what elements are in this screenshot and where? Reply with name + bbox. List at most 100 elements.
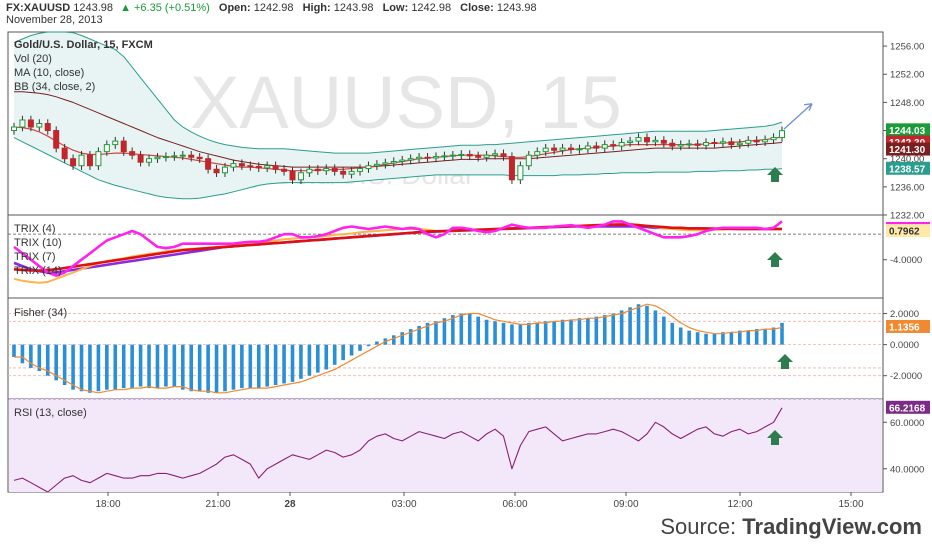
fisher-bar [332, 344, 337, 365]
price-pane[interactable]: XAUUSD, 15Gold/U.S. Dollar1232.001236.00… [11, 31, 931, 222]
fisher-bar [552, 321, 556, 345]
candle [357, 168, 364, 172]
fisher-bar [324, 344, 329, 370]
rsi-pane[interactable]: 60.0000 40.0000 RSI (13, close) 66.2168 [8, 398, 930, 493]
fisher-up-arrow-icon [777, 354, 793, 369]
candle [255, 165, 262, 169]
bb-middle-line [14, 91, 783, 168]
trix-axis-label: -4.0000 [890, 255, 922, 266]
trix-up-arrow-icon [767, 252, 783, 267]
candle [247, 165, 254, 168]
fisher-bar [189, 344, 194, 392]
candle [770, 137, 777, 141]
fisher-bar [164, 344, 168, 387]
fisher-bar [20, 344, 25, 364]
bb-lower-line [13, 137, 783, 200]
trix-pane[interactable]: -4.0000 TRIX (4) TRIX (10) TRIX (7) TRIX (14… [8, 220, 930, 284]
fisher-bar [12, 344, 16, 358]
fisher-bar [358, 344, 362, 351]
bb-upper-line [13, 31, 783, 154]
candle [762, 139, 769, 143]
candle [373, 163, 380, 167]
fisher-pane-title: Fisher (34) [14, 307, 67, 319]
fisher-bar [307, 344, 312, 376]
trix-legend-item: TRIX (4) [14, 223, 56, 235]
candle [517, 165, 524, 181]
candle [146, 158, 153, 163]
price-change: ▲ +6.35 (+0.51%) [120, 2, 210, 14]
fisher-bar [451, 315, 455, 345]
candle [483, 154, 490, 158]
fisher-bar [391, 335, 396, 345]
fisher-bar [197, 344, 202, 392]
fisher-bar [628, 307, 632, 345]
fisher-bar [704, 333, 708, 345]
fisher-bar [290, 344, 295, 382]
candle [44, 123, 51, 132]
price-tag: 1241.30 [889, 145, 926, 156]
bollinger-band-fill [14, 32, 782, 199]
candle [492, 153, 499, 156]
projection-arrowhead [803, 103, 813, 112]
candle [230, 163, 237, 168]
candle [179, 154, 186, 157]
trix-value-tag-bg [886, 224, 930, 238]
candle [458, 153, 465, 156]
fisher-bar [746, 330, 751, 345]
fisher-bar [417, 325, 421, 345]
fisher-bar [45, 344, 50, 376]
candle [221, 166, 228, 174]
candle [576, 148, 583, 151]
candle [264, 165, 271, 169]
fisher-bar [400, 332, 405, 345]
candle [382, 162, 389, 165]
trix-value-tag: 0.7962 [889, 227, 920, 238]
fisher-bar [721, 332, 725, 345]
fisher-trigger-line [14, 303, 783, 394]
candle [635, 137, 642, 142]
candle [475, 155, 482, 158]
candle [112, 140, 119, 146]
candle [95, 151, 102, 167]
candle [677, 144, 684, 147]
low-value: 1242.98 [411, 2, 452, 14]
candle [272, 165, 279, 170]
fisher-bar [256, 344, 261, 389]
high-label: High: [302, 2, 331, 14]
fisher-bar [518, 324, 523, 345]
candle [120, 140, 127, 153]
open-label: Open: [218, 2, 251, 14]
fisher-bar [501, 322, 506, 345]
candle [728, 141, 735, 146]
price-axis-label: 1232.00 [890, 211, 924, 222]
candle [365, 165, 372, 170]
candle [162, 156, 169, 159]
fisher-bar [29, 344, 33, 368]
candle [686, 143, 693, 146]
fisher-bar [130, 344, 134, 389]
fisher-bar [695, 332, 700, 345]
time-axis-label: 09:00 [613, 499, 638, 510]
symbol-name: FX:XAUUSD [6, 2, 71, 14]
fisher-pane[interactable]: 2.0000 0.0000 -2.0000 Fisher (34) 1.1356 [8, 303, 930, 394]
fisher-bar [602, 315, 607, 345]
rsi-value-tag: 66.2168 [889, 403, 926, 414]
trix-legend-item: TRIX (10) [14, 237, 62, 249]
fisher-value-tag: 1.1356 [889, 322, 920, 333]
fisher-bar [611, 313, 616, 345]
fisher-bar [341, 344, 345, 361]
fisher-axis-label: 0.0000 [890, 340, 919, 351]
fisher-bar [231, 344, 236, 390]
fisher-bar [763, 329, 767, 345]
rsi-axis-label: 40.0000 [890, 464, 924, 475]
fisher-bar [738, 330, 742, 345]
chart-date: November 28, 2013 [6, 14, 103, 26]
candle [432, 156, 439, 159]
candle [669, 142, 676, 147]
fisher-bar [71, 344, 75, 390]
high-value: 1243.98 [333, 2, 374, 14]
ma10-line [13, 126, 783, 172]
fisher-bar [645, 305, 649, 345]
rsi-axis-label: 60.0000 [890, 418, 924, 429]
